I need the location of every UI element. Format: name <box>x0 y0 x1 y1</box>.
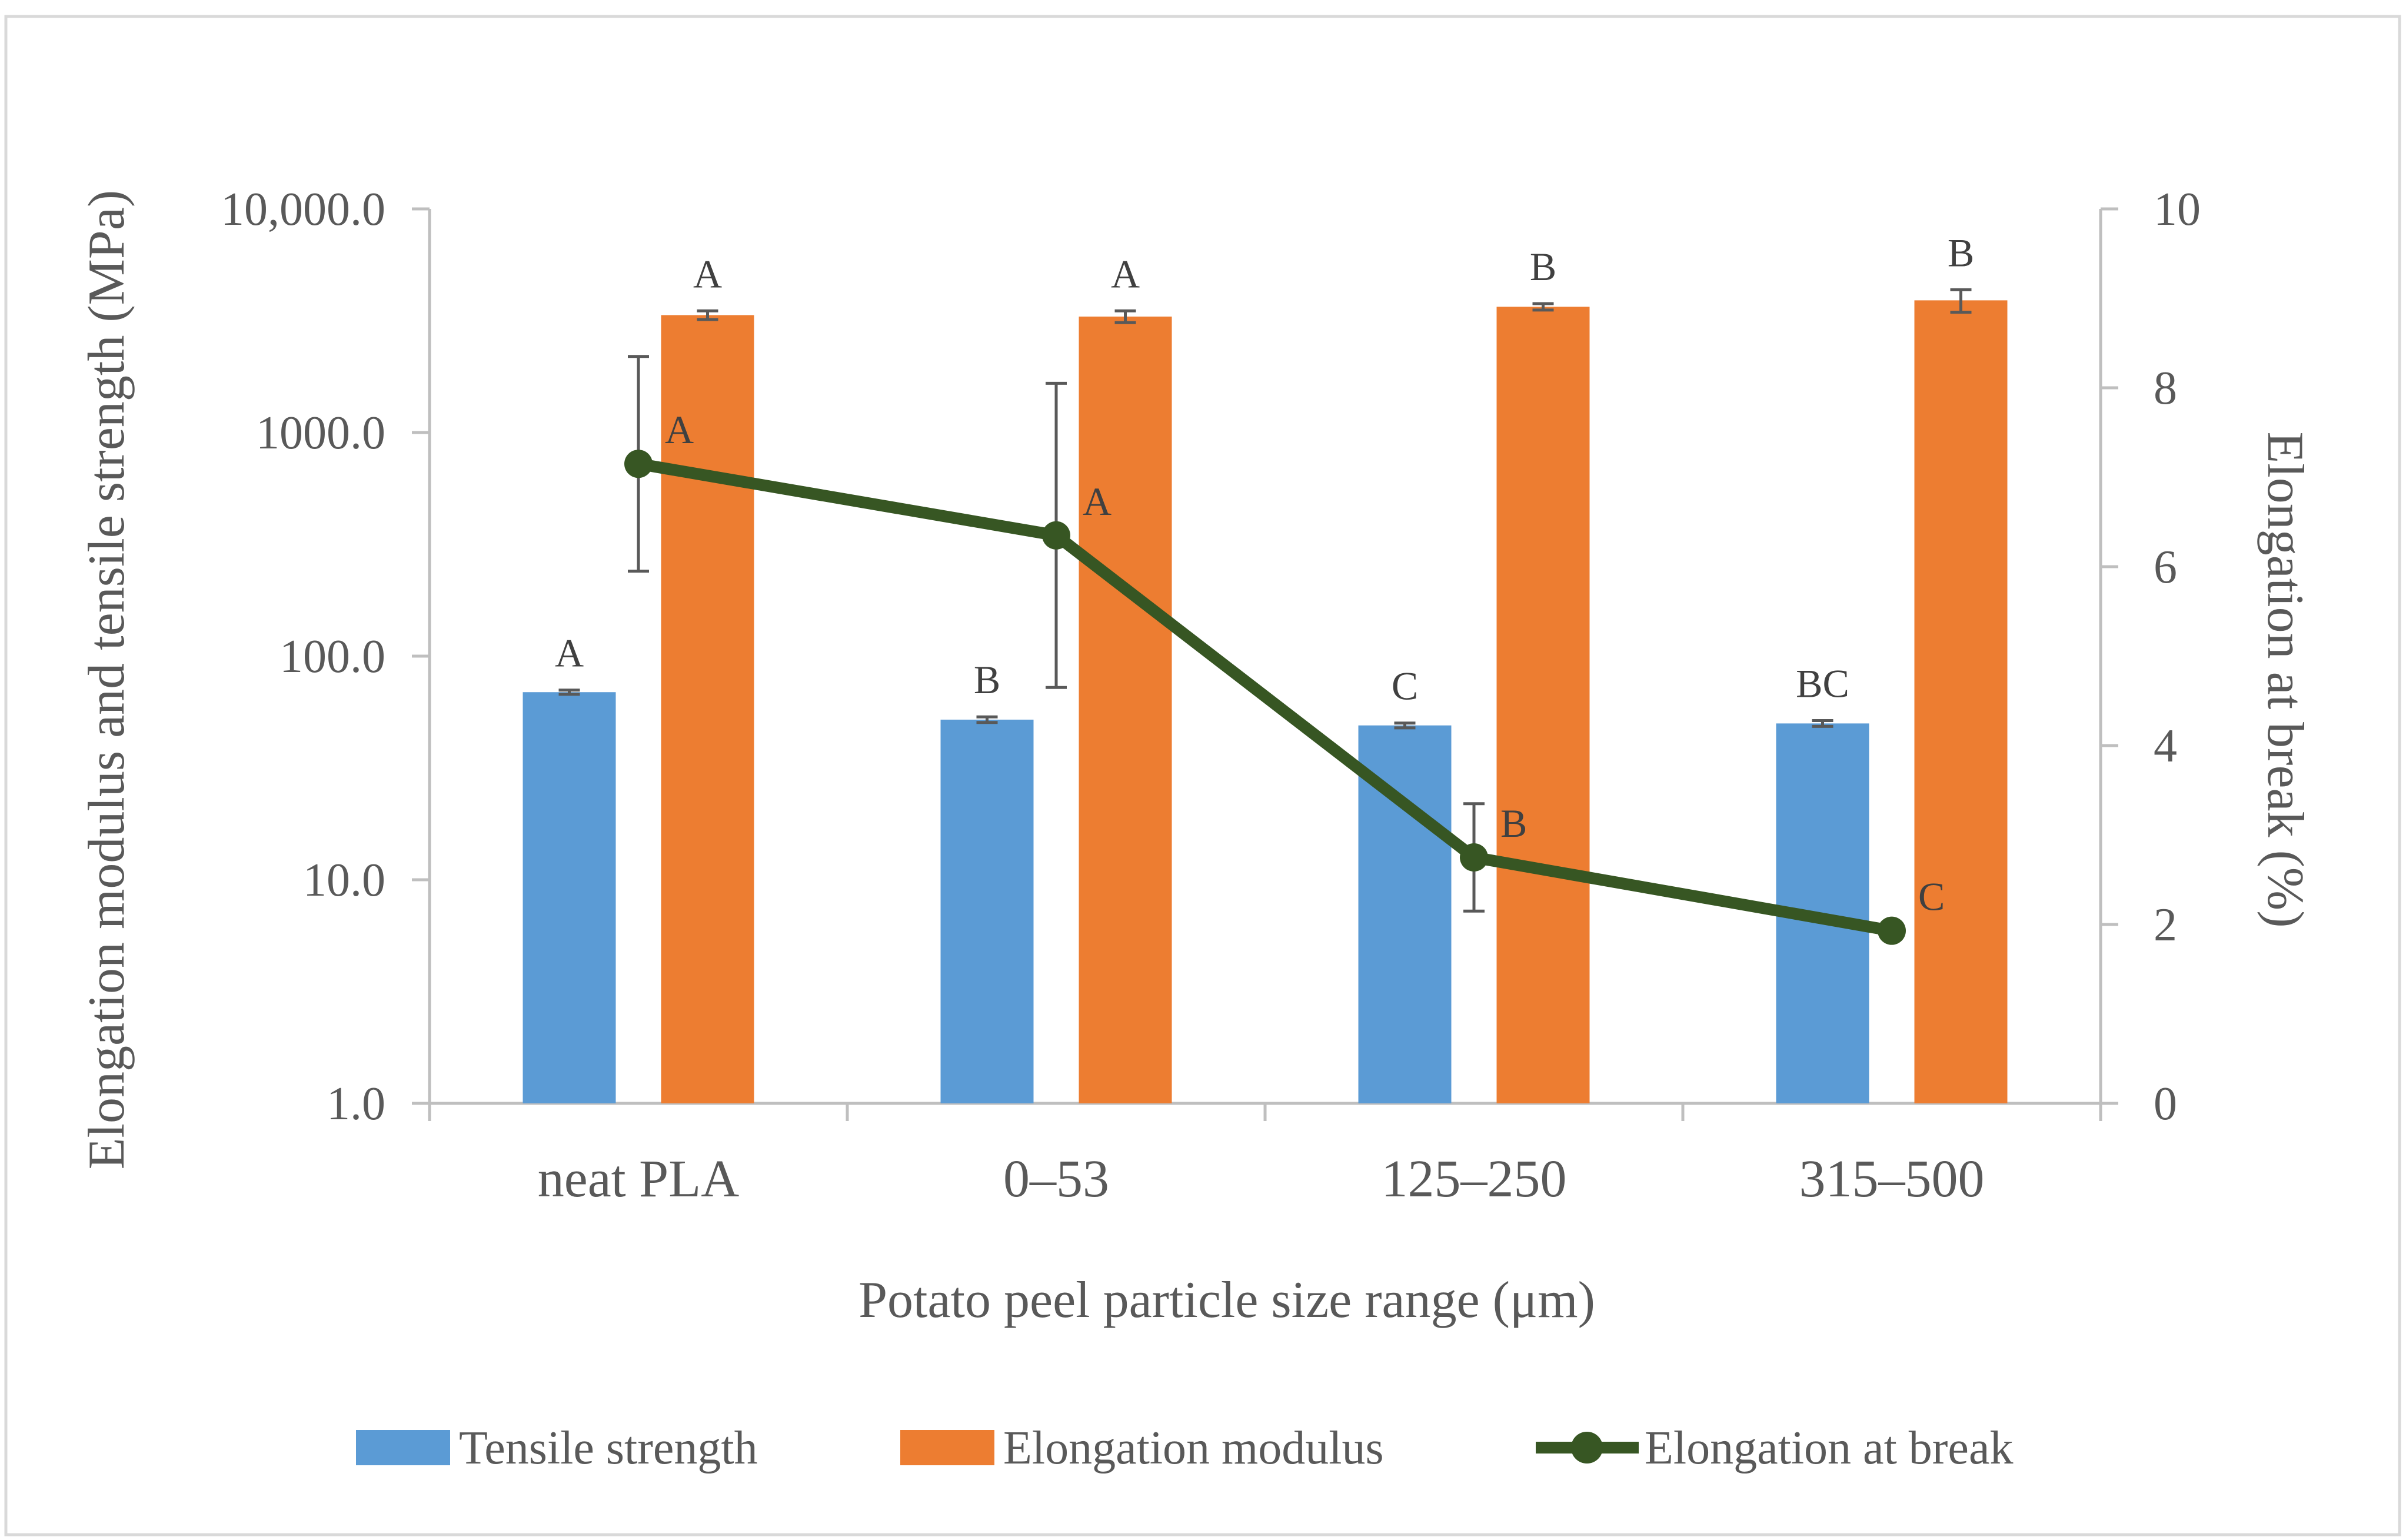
bar-tensile-strength <box>940 719 1034 1103</box>
x-tick-label: 0–53 <box>1003 1150 1109 1208</box>
y2-tick-label: 4 <box>2154 720 2177 772</box>
bar-elongation-modulus <box>1914 300 2008 1103</box>
significance-label-tensile-strength: C <box>1392 664 1418 709</box>
x-tick-label: 125–250 <box>1382 1150 1567 1208</box>
legend-label-elongation-modulus: Elongation modulus <box>1003 1422 1384 1474</box>
significance-label-elongation-modulus: B <box>1948 230 1974 275</box>
y-tick-label: 1.0 <box>327 1078 385 1130</box>
significance-label-tensile-strength: B <box>974 657 1000 702</box>
bar-elongation-modulus <box>661 315 754 1104</box>
x-tick-label: 315–500 <box>1799 1150 1985 1208</box>
line-elongation-at-break <box>637 458 1893 937</box>
bar-tensile-strength <box>523 692 616 1103</box>
bar-elongation-modulus <box>1079 316 1172 1103</box>
point-elongation-at-break <box>1042 521 1070 550</box>
y-tick-label: 1000.0 <box>256 407 385 459</box>
legend-label-elongation-at-break: Elongation at break <box>1645 1422 2013 1474</box>
significance-label-elongation-at-break: B <box>1500 801 1527 846</box>
y2-tick-label: 8 <box>2154 362 2177 414</box>
significance-label-elongation-modulus: A <box>693 251 722 296</box>
bar-tensile-strength <box>1358 725 1452 1103</box>
legend-label-tensile-strength: Tensile strength <box>459 1422 758 1474</box>
y2-tick-label: 6 <box>2154 541 2177 593</box>
significance-label-elongation-at-break: A <box>1083 479 1112 524</box>
legend: Tensile strength Elongation modulus Elon… <box>356 1422 2013 1474</box>
y2-tick-label: 0 <box>2154 1078 2177 1130</box>
point-elongation-at-break <box>1460 843 1488 872</box>
legend-swatch-elongation-modulus <box>900 1430 994 1465</box>
bars-group <box>523 288 2008 1104</box>
y-tick-label: 10,000.0 <box>221 184 385 235</box>
x-tick-label: neat PLA <box>538 1150 739 1208</box>
significance-label-elongation-modulus: B <box>1530 244 1556 289</box>
significance-label-tensile-strength: BC <box>1796 661 1849 706</box>
x-axis-title: Potato peel particle size range (μm) <box>858 1272 1595 1329</box>
significance-label-elongation-modulus: A <box>1111 251 1140 296</box>
y-axis-title: Elongation modulus and tensile strength … <box>78 190 135 1169</box>
legend-swatch-tensile-strength <box>356 1430 450 1465</box>
axes-group: 1.0 10.0 100.0 1000.0 10,000.0 0 2 4 6 8 10 neat PL… <box>221 184 2201 1208</box>
point-elongation-at-break <box>1878 916 1906 945</box>
line-group <box>624 355 1906 945</box>
y2-tick-label: 10 <box>2154 184 2201 235</box>
point-elongation-at-break <box>624 450 653 478</box>
significance-label-elongation-at-break: C <box>1918 874 1945 919</box>
significance-label-tensile-strength: A <box>555 631 584 676</box>
y-tick-label: 100.0 <box>279 631 385 683</box>
significance-label-elongation-at-break: A <box>665 407 694 452</box>
bar-elongation-modulus <box>1496 307 1590 1103</box>
legend-marker-elongation-at-break <box>1571 1432 1603 1464</box>
y-tick-label: 10.0 <box>303 854 385 906</box>
y2-axis-title: Elongation at break (%) <box>2257 431 2314 927</box>
y2-tick-label: 2 <box>2154 899 2177 951</box>
